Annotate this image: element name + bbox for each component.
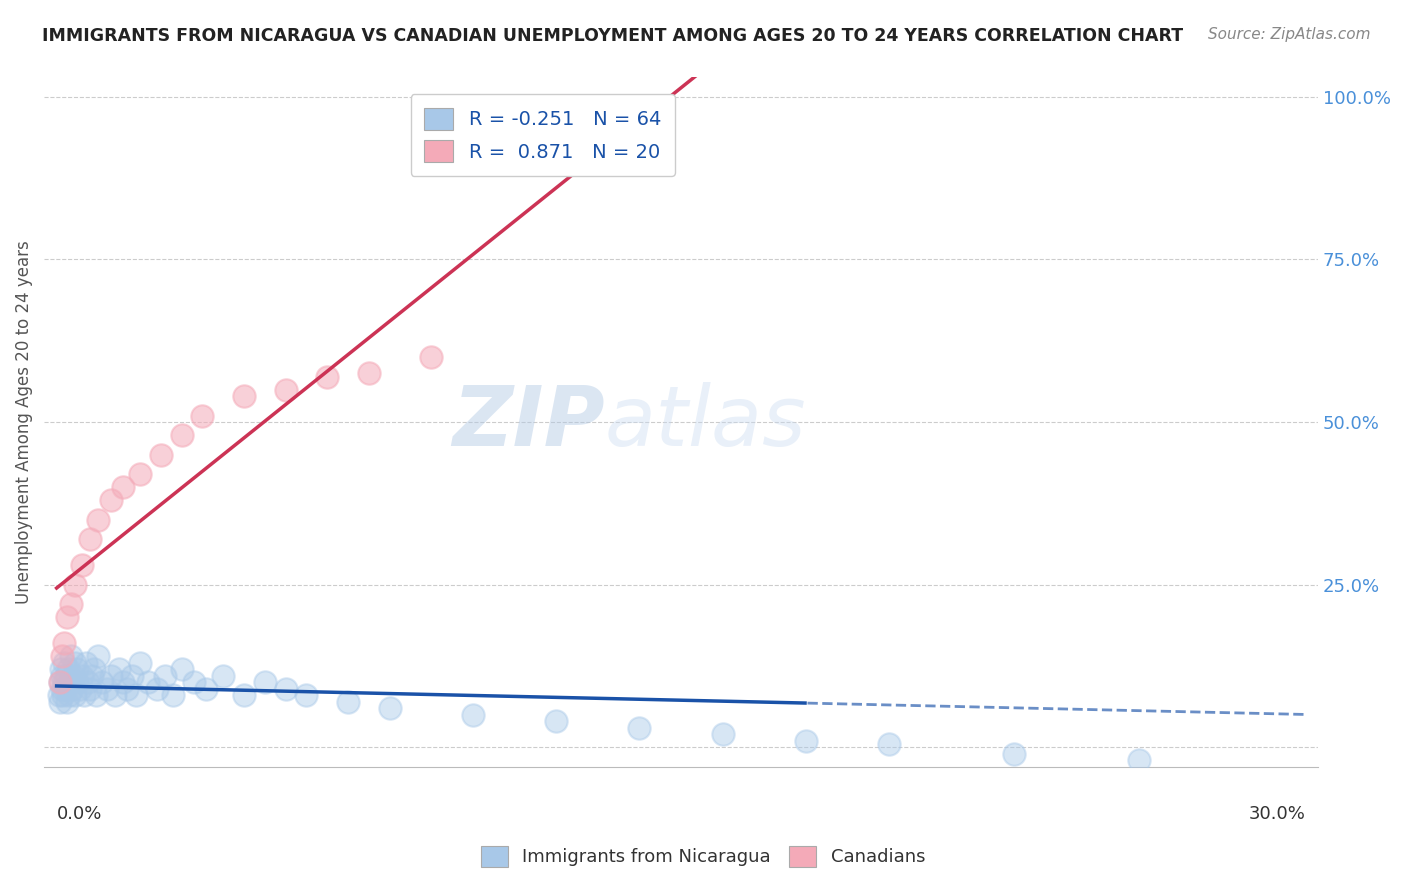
Point bbox=[153, 668, 176, 682]
Text: 0.0%: 0.0% bbox=[56, 805, 103, 823]
Point bbox=[49, 675, 72, 690]
Point bbox=[48, 688, 70, 702]
Point bbox=[66, 662, 89, 676]
Point bbox=[83, 662, 105, 676]
Point bbox=[51, 668, 73, 682]
Point bbox=[84, 688, 107, 702]
Point bbox=[53, 636, 76, 650]
Point bbox=[794, 733, 817, 747]
Point bbox=[461, 707, 484, 722]
Point bbox=[79, 532, 101, 546]
Point bbox=[212, 668, 235, 682]
Point bbox=[274, 383, 297, 397]
Point bbox=[420, 350, 443, 364]
Point bbox=[56, 695, 79, 709]
Point bbox=[51, 649, 73, 664]
Point bbox=[628, 721, 651, 735]
Point bbox=[51, 681, 73, 696]
Point bbox=[191, 409, 214, 423]
Point bbox=[253, 675, 276, 690]
Text: 30.0%: 30.0% bbox=[1249, 805, 1306, 823]
Point bbox=[121, 668, 143, 682]
Point bbox=[136, 675, 159, 690]
Point bbox=[48, 675, 70, 690]
Point bbox=[63, 688, 86, 702]
Point bbox=[69, 681, 91, 696]
Point bbox=[274, 681, 297, 696]
Legend: R = -0.251   N = 64, R =  0.871   N = 20: R = -0.251 N = 64, R = 0.871 N = 20 bbox=[411, 94, 675, 176]
Point bbox=[233, 389, 256, 403]
Point bbox=[149, 448, 172, 462]
Text: Source: ZipAtlas.com: Source: ZipAtlas.com bbox=[1208, 27, 1371, 42]
Point bbox=[195, 681, 218, 696]
Point bbox=[53, 681, 76, 696]
Point bbox=[100, 493, 122, 508]
Point bbox=[546, 714, 568, 728]
Point bbox=[117, 681, 139, 696]
Point bbox=[62, 668, 84, 682]
Point bbox=[87, 649, 110, 664]
Point bbox=[1002, 747, 1025, 761]
Point bbox=[58, 662, 80, 676]
Point bbox=[65, 577, 87, 591]
Point bbox=[79, 681, 101, 696]
Point bbox=[58, 688, 80, 702]
Point bbox=[80, 668, 103, 682]
Legend: Immigrants from Nicaragua, Canadians: Immigrants from Nicaragua, Canadians bbox=[472, 837, 934, 876]
Point bbox=[357, 366, 380, 380]
Point bbox=[52, 656, 75, 670]
Point bbox=[53, 675, 76, 690]
Point bbox=[1128, 753, 1150, 767]
Point bbox=[55, 668, 77, 682]
Point bbox=[52, 688, 75, 702]
Point bbox=[125, 688, 148, 702]
Point bbox=[60, 649, 83, 664]
Point bbox=[711, 727, 734, 741]
Point bbox=[378, 701, 401, 715]
Point bbox=[145, 681, 167, 696]
Point bbox=[162, 688, 184, 702]
Point bbox=[183, 675, 205, 690]
Point bbox=[73, 688, 96, 702]
Point bbox=[87, 512, 110, 526]
Point bbox=[60, 597, 83, 611]
Point bbox=[65, 656, 87, 670]
Point bbox=[295, 688, 318, 702]
Point bbox=[170, 428, 193, 442]
Point bbox=[316, 369, 339, 384]
Point bbox=[233, 688, 256, 702]
Point bbox=[128, 467, 150, 481]
Point bbox=[65, 675, 87, 690]
Point bbox=[76, 675, 98, 690]
Text: ZIP: ZIP bbox=[453, 382, 605, 463]
Point bbox=[112, 480, 135, 494]
Point bbox=[96, 681, 118, 696]
Text: IMMIGRANTS FROM NICARAGUA VS CANADIAN UNEMPLOYMENT AMONG AGES 20 TO 24 YEARS COR: IMMIGRANTS FROM NICARAGUA VS CANADIAN UN… bbox=[42, 27, 1184, 45]
Point bbox=[49, 695, 72, 709]
Point bbox=[70, 558, 93, 572]
Point bbox=[62, 681, 84, 696]
Point bbox=[104, 688, 127, 702]
Point bbox=[337, 695, 360, 709]
Point bbox=[70, 668, 93, 682]
Y-axis label: Unemployment Among Ages 20 to 24 years: Unemployment Among Ages 20 to 24 years bbox=[15, 240, 32, 604]
Point bbox=[170, 662, 193, 676]
Point bbox=[56, 610, 79, 624]
Point bbox=[75, 656, 97, 670]
Point bbox=[49, 662, 72, 676]
Point bbox=[91, 675, 114, 690]
Point bbox=[128, 656, 150, 670]
Point bbox=[108, 662, 131, 676]
Point bbox=[879, 737, 901, 751]
Text: atlas: atlas bbox=[605, 382, 806, 463]
Point bbox=[100, 668, 122, 682]
Point bbox=[59, 675, 82, 690]
Point bbox=[112, 675, 135, 690]
